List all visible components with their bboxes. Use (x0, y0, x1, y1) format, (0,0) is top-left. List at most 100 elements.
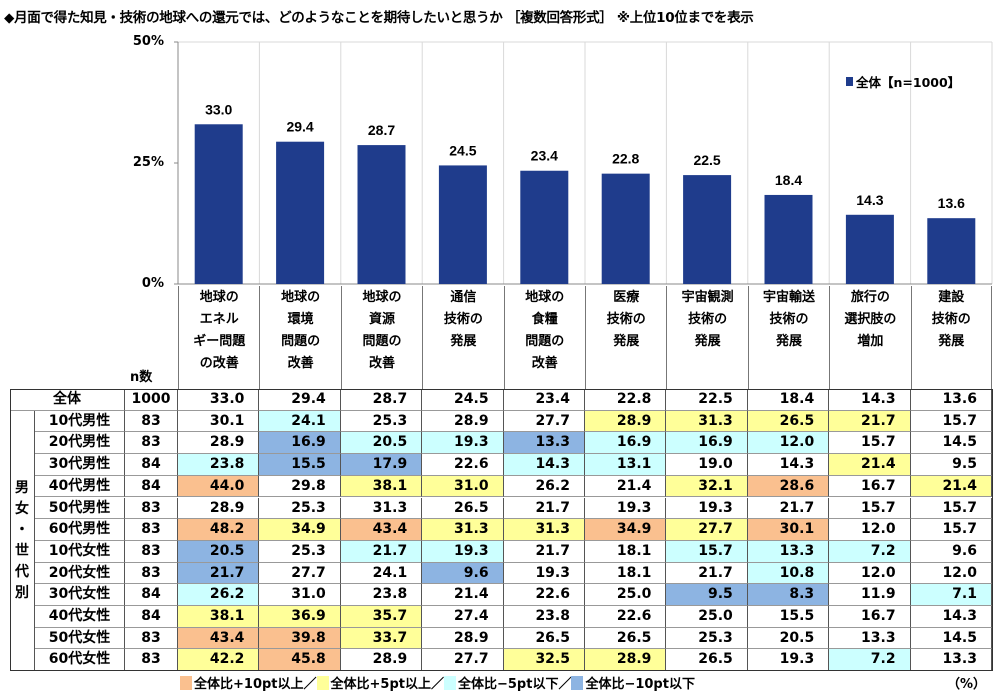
table-cell: 7.2 (829, 540, 911, 563)
table-cell: 18.1 (585, 540, 667, 563)
n-value: 84 (125, 454, 178, 476)
n-value: 83 (125, 410, 178, 433)
table-cell: 9.6 (910, 540, 992, 563)
table-cell: 14.3 (747, 454, 830, 476)
table-cell: 38.1 (340, 475, 423, 498)
table-cell: 19.3 (666, 497, 748, 520)
table-cell: 22.6 (503, 584, 585, 606)
n-value: 84 (125, 475, 178, 498)
table-cell: 19.3 (747, 649, 830, 672)
table-cell: 10.8 (747, 562, 830, 585)
table-cell: 16.9 (666, 432, 748, 455)
table-cell: 26.5 (666, 649, 748, 672)
table-cell: 45.8 (259, 649, 341, 672)
table-cell: 21.7 (503, 540, 585, 563)
bar (845, 214, 894, 284)
table-cell: 20.5 (340, 432, 423, 455)
table-cell: 27.7 (666, 519, 748, 541)
table-cell: 17.9 (340, 454, 423, 476)
table-cell: 12.0 (910, 562, 992, 585)
row-label: 40代男性 (35, 475, 125, 498)
legend-label: 全体【n=1000】 (856, 75, 961, 90)
n-value: 83 (125, 497, 178, 520)
n-value: 83 (125, 432, 178, 455)
table-cell: 43.4 (178, 627, 260, 650)
table-cell: 28.9 (340, 649, 423, 672)
table-cell: 21.7 (666, 562, 748, 585)
table-cell: 29.4 (259, 389, 341, 411)
data-label: 23.4 (531, 148, 558, 164)
data-label: 24.5 (449, 142, 476, 158)
table-cell: 27.4 (422, 606, 504, 628)
category-label: 地球の エネル ギー問題 の改善 (178, 286, 259, 389)
bar (520, 170, 569, 284)
y-tick-0: 0% (141, 276, 164, 291)
table-cell: 26.2 (178, 584, 260, 606)
table-cell: 15.7 (829, 497, 911, 520)
table-cell: 28.9 (422, 627, 504, 650)
table-cell: 24.5 (422, 389, 504, 411)
bar (438, 165, 487, 284)
row-label: 10代女性 (35, 540, 125, 563)
table-cell: 31.3 (666, 410, 748, 433)
table-cell: 22.8 (585, 389, 667, 411)
chart-title: ◆月面で得た知見・技術の地球への還元では、どのようなことを期待したいと思うか ［… (4, 10, 754, 26)
legend-swatch (846, 77, 853, 86)
category-label: 旅行の 選択肢の 増加 (829, 286, 910, 389)
data-label: 33.0 (205, 101, 232, 117)
table-cell: 14.5 (910, 627, 992, 650)
legend-swatch (443, 675, 456, 690)
table-cell: 15.5 (747, 606, 830, 628)
table-cell: 22.6 (585, 606, 667, 628)
table-cell: 23.8 (503, 606, 585, 628)
category-label: 地球の 食糧 問題の 改善 (503, 286, 585, 389)
bar-chart: 33.0 29.4 28.7 24.5 23.4 22.8 22.5 18.4 14.3 13.6 (174, 41, 993, 285)
y-tick-50: 50% (132, 34, 164, 49)
table-cell: 12.0 (747, 432, 830, 455)
table-cell: 28.9 (178, 497, 260, 520)
legend-swatch (571, 675, 584, 690)
table-cell: 7.1 (910, 584, 992, 606)
row-label: 50代女性 (35, 627, 125, 650)
table-cell: 18.4 (747, 389, 830, 411)
data-label: 18.4 (775, 172, 802, 188)
table-cell: 13.3 (747, 540, 830, 563)
table-cell: 31.0 (259, 584, 341, 606)
row-label: 20代男性 (35, 432, 125, 455)
table-cell: 15.7 (666, 540, 748, 563)
table-cell: 28.7 (340, 389, 423, 411)
table-cell: 43.4 (340, 519, 423, 541)
table-cell: 13.3 (503, 432, 585, 455)
bar (194, 124, 243, 284)
n-value: 83 (125, 562, 178, 585)
table-cell: 23.8 (178, 454, 260, 476)
table-cell: 20.5 (178, 540, 260, 563)
table-cell: 19.3 (422, 432, 504, 455)
table-cell: 16.9 (259, 432, 341, 455)
unit-label: （%） (946, 677, 986, 692)
bar (276, 141, 325, 284)
table-cell: 16.7 (829, 475, 911, 498)
highlight-legend: 全体比+10pt以上／ 全体比+5pt以上／ 全体比−5pt以下／ 全体比−10pt以… (180, 673, 695, 692)
row-label: 10代男性 (35, 410, 125, 433)
table-cell: 15.7 (829, 432, 911, 455)
table-cell: 20.5 (747, 627, 830, 650)
legend-item-label: 全体比+5pt以上／ (330, 677, 444, 692)
table-cell: 44.0 (178, 475, 260, 498)
n-header: n数 (130, 370, 153, 385)
table-cell: 28.9 (585, 410, 667, 433)
bar (683, 175, 732, 284)
table-cell: 27.7 (422, 649, 504, 672)
data-label: 13.6 (938, 195, 965, 211)
n-value: 84 (125, 606, 178, 628)
table-cell: 21.7 (829, 410, 911, 433)
table-cell: 11.9 (829, 584, 911, 606)
table-cell: 8.3 (747, 584, 830, 606)
table-cell: 28.9 (178, 432, 260, 455)
table-cell: 7.2 (829, 649, 911, 672)
table-cell: 23.8 (340, 584, 423, 606)
table-cell: 14.5 (910, 432, 992, 455)
table-cell: 25.3 (340, 410, 423, 433)
table-cell: 12.0 (829, 519, 911, 541)
table-cell: 15.7 (910, 519, 992, 541)
